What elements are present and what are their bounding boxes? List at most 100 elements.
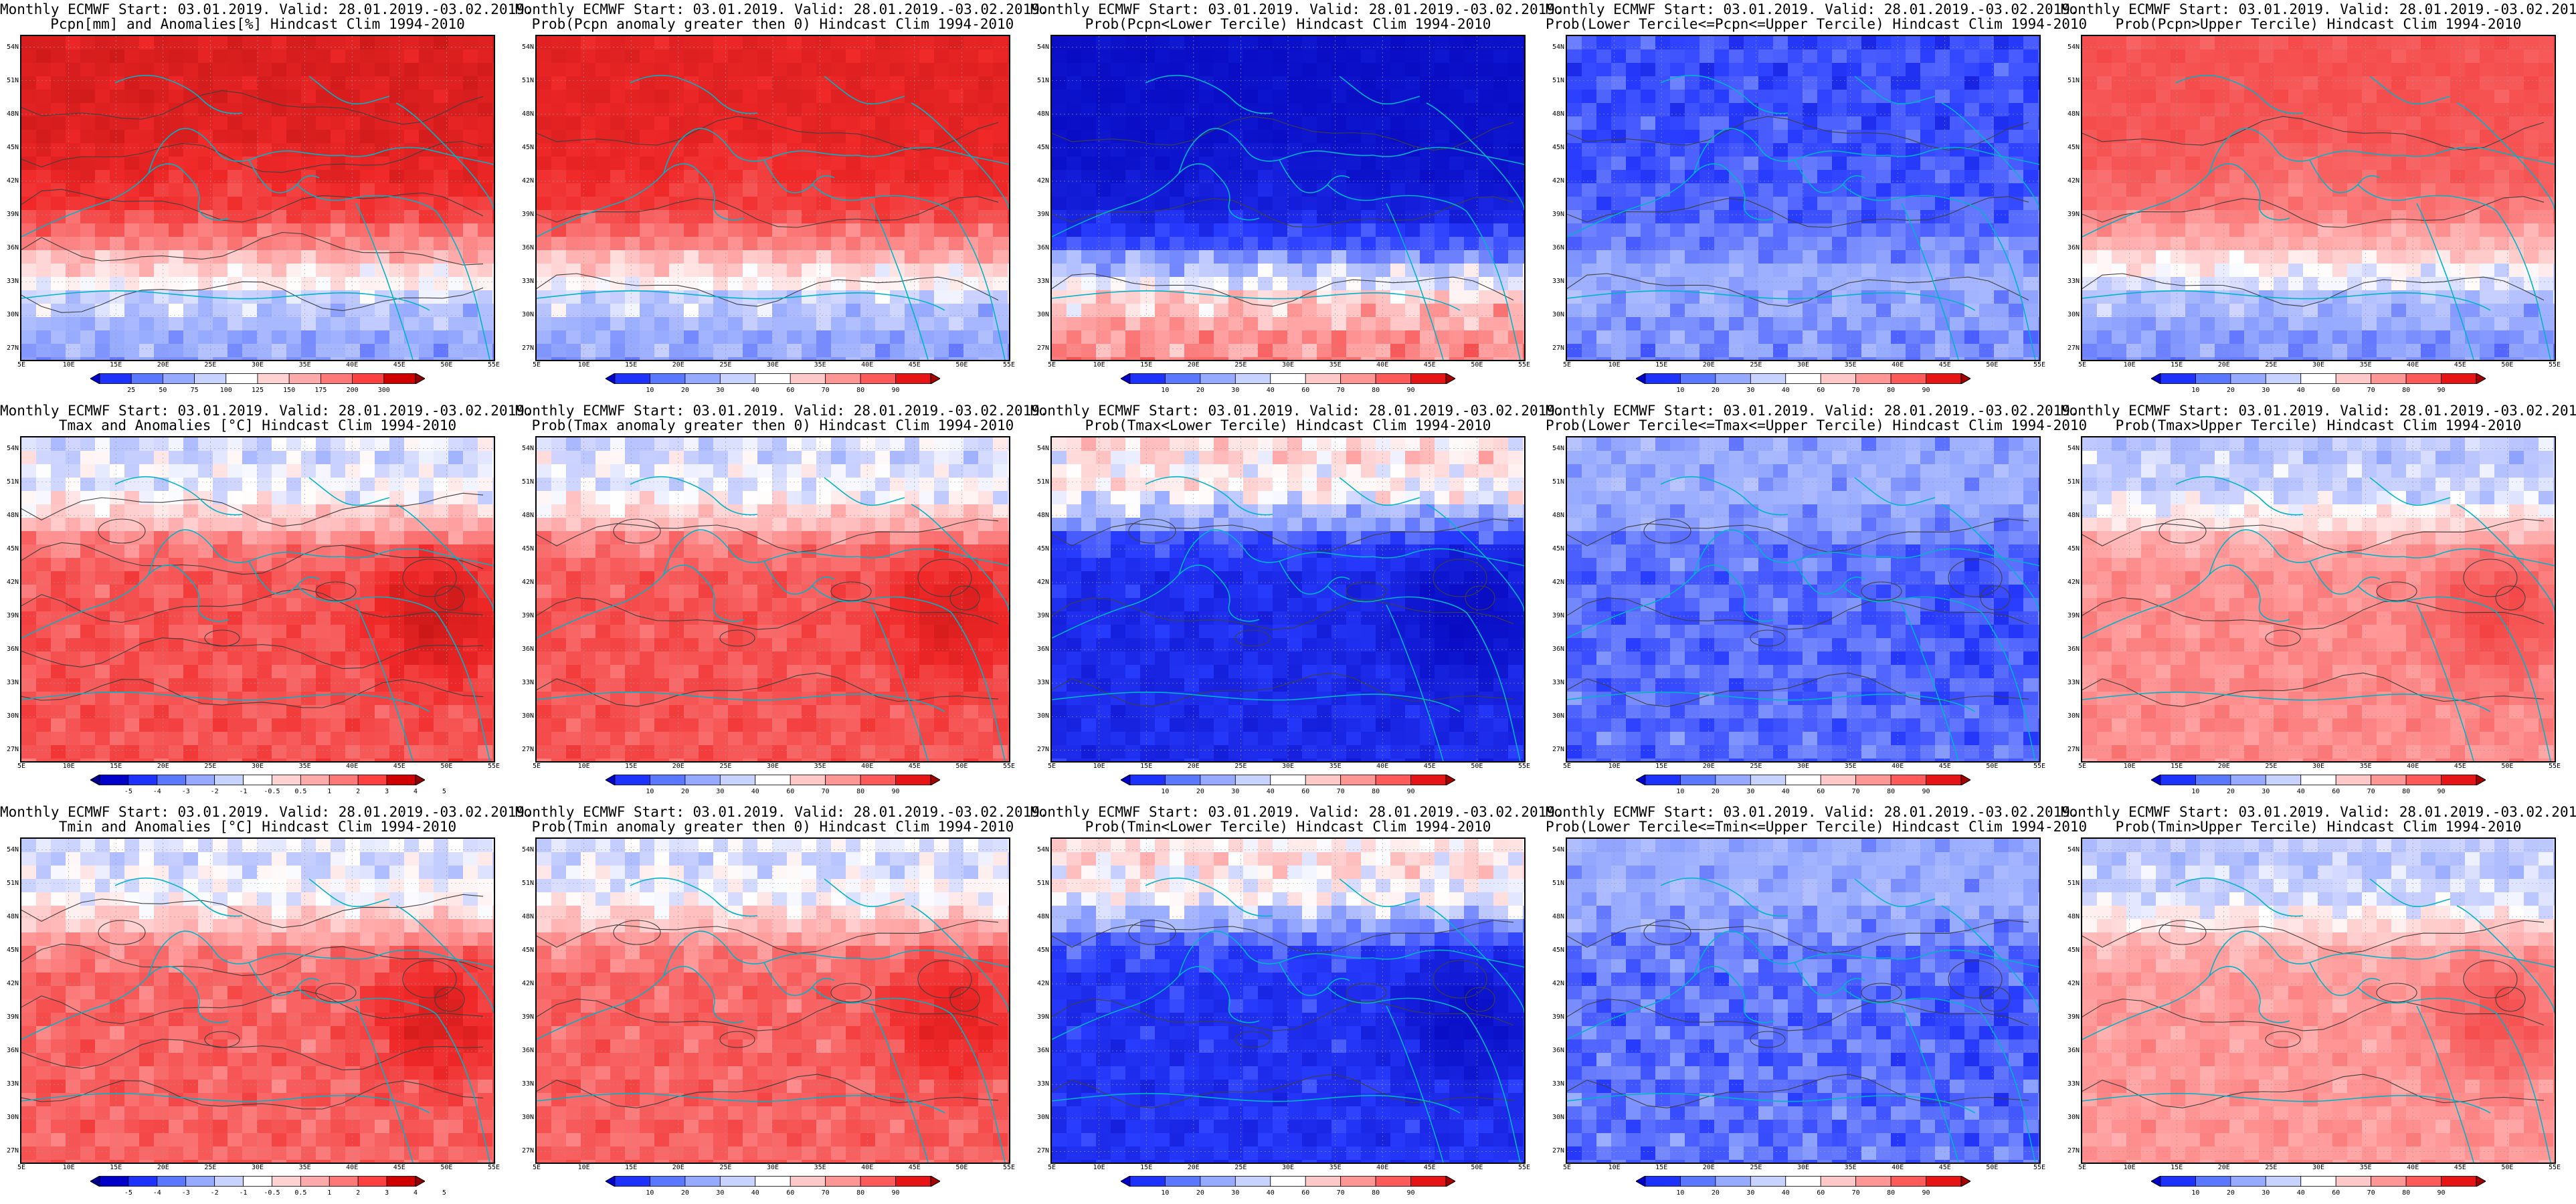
lat-label: 45N: [1552, 946, 1564, 954]
map-area: [1566, 436, 2041, 763]
lon-label: 25E: [204, 361, 217, 369]
colorbar-label: 4: [413, 788, 418, 795]
lon-label: 40E: [2407, 763, 2419, 770]
lon-label: 10E: [1608, 763, 1621, 770]
colorbar-label: 60: [1301, 1189, 1310, 1197]
colorbar: [606, 775, 940, 785]
graticule: [1052, 839, 1524, 1163]
lon-label: 10E: [1093, 1164, 1105, 1171]
lon-label: 50E: [440, 361, 453, 369]
lon-label: 40E: [861, 763, 874, 770]
lat-label: 39N: [1036, 612, 1049, 620]
colorbar-label: 60: [2332, 1189, 2340, 1197]
lon-label: 45E: [1938, 361, 1951, 369]
lon-label: 30E: [2312, 763, 2325, 770]
contour-lines: [1567, 116, 2029, 307]
colorbar-label: -1: [239, 788, 248, 795]
colorbar-label: 30: [2262, 387, 2270, 394]
lon-label: 50E: [955, 763, 968, 770]
colorbar-label: 80: [856, 1189, 865, 1197]
lat-label: 51N: [1036, 478, 1049, 486]
colorbar-label: -5: [124, 788, 132, 795]
lon-label: 15E: [1140, 763, 1153, 770]
lon-label: 5E: [2078, 1164, 2087, 1171]
panel-title-line2: Prob(Tmin>Upper Tercile) Hindcast Clim 1…: [2115, 819, 2522, 835]
colorbar: [1636, 775, 1970, 785]
colorbar-label: 30: [2262, 1189, 2270, 1197]
lat-label: 48N: [6, 110, 19, 118]
lat-label: 27N: [2067, 746, 2080, 754]
lon-label: 30E: [1797, 361, 1810, 369]
lat-label: 30N: [1036, 1114, 1049, 1122]
lat-label: 33N: [6, 679, 19, 687]
lon-label: 15E: [2171, 763, 2183, 770]
lat-label: 33N: [6, 1080, 19, 1088]
map-area: [1050, 837, 1526, 1164]
lat-label: 54N: [1036, 444, 1049, 452]
lon-label: 40E: [2407, 1164, 2419, 1171]
colorbar-label: 70: [2367, 1189, 2375, 1197]
colorbar-label: 200: [346, 387, 359, 394]
map-area: [20, 35, 495, 361]
lon-label: 35E: [298, 361, 311, 369]
lon-label: 20E: [672, 1164, 684, 1171]
colorbar-label: 90: [891, 1189, 900, 1197]
lon-label: 30E: [1281, 763, 1295, 770]
lon-label: 45E: [1938, 1164, 1951, 1171]
colorbar-label: 70: [1336, 387, 1345, 394]
map-area: [2081, 436, 2556, 763]
lon-label: 35E: [1329, 763, 1342, 770]
lon-label: 50E: [1471, 1164, 1483, 1171]
lat-label: 33N: [1036, 278, 1049, 286]
field-shading: [537, 437, 1009, 761]
lat-label: 27N: [1036, 344, 1049, 353]
lon-label: 45E: [1938, 763, 1951, 770]
colorbar-label: 175: [314, 387, 327, 394]
lon-label: 45E: [393, 1164, 405, 1171]
colorbar-label: 20: [2226, 788, 2235, 795]
map-panel: Monthly ECMWF Start: 03.01.2019. Valid: …: [0, 0, 533, 401]
lon-label: 15E: [1655, 1164, 1668, 1171]
lon-label: 25E: [719, 361, 732, 369]
lon-label: 50E: [2501, 1164, 2514, 1171]
lon-label: 30E: [1797, 763, 1810, 770]
field-shading: [1567, 437, 2039, 761]
map-panel: Monthly ECMWF Start: 03.01.2019. Valid: …: [0, 803, 533, 1204]
map-field: [1052, 36, 1524, 360]
colorbar-label: 90: [1922, 1189, 1930, 1197]
graticule: [537, 36, 1009, 360]
lat-label: 42N: [1036, 177, 1049, 185]
lat-label: 51N: [2067, 76, 2080, 84]
lat-label: 54N: [6, 845, 19, 854]
colorbar: [2151, 1176, 2486, 1187]
colorbar-label: 80: [1372, 387, 1380, 394]
lon-label: 45E: [393, 763, 405, 770]
colorbar-label: 90: [891, 387, 900, 394]
lat-label: 39N: [2067, 211, 2080, 219]
colorbar-label: 125: [251, 387, 264, 394]
lat-label: 30N: [521, 311, 534, 319]
lat-label: 36N: [1036, 645, 1049, 654]
lon-label: 30E: [2312, 361, 2325, 369]
lat-label: 54N: [1036, 845, 1049, 854]
lon-label: 40E: [1376, 1164, 1389, 1171]
lat-label: 33N: [2067, 679, 2080, 687]
colorbar: [90, 1176, 425, 1187]
lon-label: 25E: [719, 763, 732, 770]
lat-label: 48N: [1552, 912, 1564, 920]
lat-label: 39N: [1552, 1013, 1564, 1021]
lat-label: 27N: [1036, 746, 1049, 754]
lon-label: 40E: [1376, 763, 1389, 770]
colorbar-label: 100: [219, 387, 232, 394]
lon-label: 20E: [2217, 763, 2230, 770]
colorbar-label: 80: [2402, 1189, 2411, 1197]
lat-label: 54N: [2067, 444, 2080, 452]
colorbar-label: 80: [856, 788, 865, 795]
contour-lines: [21, 90, 484, 313]
colorbar-label: 70: [2367, 387, 2375, 394]
colorbar-label: 20: [1711, 1189, 1720, 1197]
map-area: [1050, 35, 1526, 361]
coastlines: [21, 877, 494, 1163]
lon-label: 20E: [157, 361, 169, 369]
colorbar-label: 20: [1196, 788, 1204, 795]
